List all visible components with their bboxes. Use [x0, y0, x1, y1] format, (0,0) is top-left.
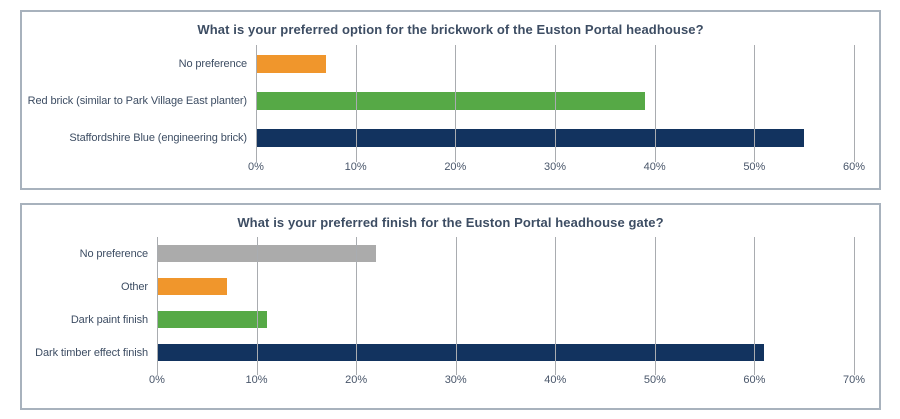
- axis-tick-label: 40%: [643, 161, 666, 173]
- axis-tick-label: 30%: [444, 374, 467, 386]
- bar: [256, 91, 645, 110]
- axis-tick-label: 20%: [345, 374, 368, 386]
- axis-tick-label: 0%: [149, 374, 165, 386]
- chart-row: [256, 82, 854, 119]
- axis-tick-label: 10%: [344, 161, 367, 173]
- plot-area: [256, 45, 855, 162]
- brickwork-chart-axis: 0% 10% 20% 30% 40% 50% 60%: [248, 156, 865, 176]
- axis-tick-label: 40%: [544, 374, 567, 386]
- gate-finish-chart-title: What is your preferred finish for the Eu…: [237, 215, 664, 230]
- category-label: Dark paint finish: [70, 313, 148, 326]
- gate-finish-chart-axis: 0% 10% 20% 30% 40% 50% 60% 70%: [149, 369, 865, 389]
- chart-row: [157, 270, 854, 303]
- brickwork-chart-title: What is your preferred option for the br…: [197, 22, 704, 37]
- bar: [256, 54, 326, 73]
- plot-area: [157, 237, 855, 375]
- category-label: Dark timber effect finish: [35, 346, 148, 359]
- category-labels-column: No preference Other Dark paint finish Dark …: [22, 237, 157, 369]
- category-label: No preference: [79, 247, 149, 260]
- category-label: Staffordshire Blue (engineering brick): [69, 131, 247, 144]
- chart-row: [256, 119, 854, 156]
- gate-finish-chart-panel: What is your preferred finish for the Eu…: [20, 203, 881, 410]
- bar: [256, 128, 805, 147]
- gate-finish-chart-body: No preference Other Dark paint finish Dark …: [22, 237, 879, 375]
- axis-tick-label: 20%: [444, 161, 467, 173]
- axis-tick-label: 70%: [842, 374, 866, 386]
- category-label: Other: [120, 280, 148, 293]
- chart-row: [256, 45, 854, 82]
- bar: [157, 278, 227, 295]
- chart-row: [157, 237, 854, 270]
- axis-tick-label: 0%: [248, 161, 264, 173]
- bar: [157, 344, 765, 361]
- bar: [157, 245, 377, 262]
- gridline: [854, 45, 855, 162]
- axis-tick-label: 50%: [643, 374, 666, 386]
- gridline: [854, 237, 855, 375]
- bar: [157, 311, 267, 328]
- axis-tick-label: 60%: [842, 161, 866, 173]
- axis-tick-label: 50%: [743, 161, 766, 173]
- axis-tick-label: 30%: [543, 161, 567, 173]
- chart-row: [157, 336, 854, 369]
- category-label: No preference: [178, 57, 248, 70]
- axis-tick-label: 10%: [245, 374, 268, 386]
- category-label: Red brick (similar to Park Village East …: [27, 94, 247, 107]
- brickwork-chart-body: No preference Red brick (similar to Park …: [22, 45, 879, 162]
- axis-tick-label: 60%: [743, 374, 766, 386]
- category-labels-column: No preference Red brick (similar to Park …: [22, 45, 256, 156]
- chart-row: [157, 303, 854, 336]
- brickwork-chart-panel: What is your preferred option for the br…: [20, 10, 881, 190]
